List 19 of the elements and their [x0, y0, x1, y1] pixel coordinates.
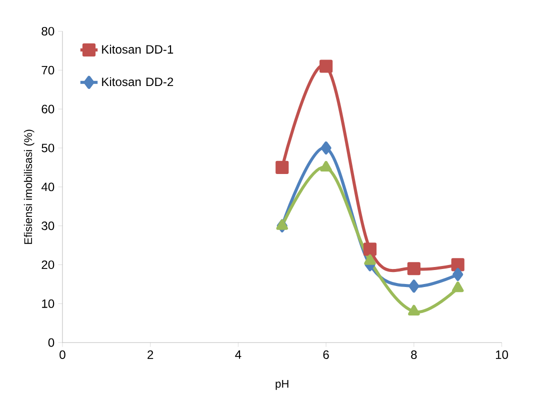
x-tick-label: 4	[235, 350, 242, 359]
x-tick-label: 2	[148, 350, 154, 359]
x-tick-label: 0	[60, 350, 66, 359]
y-tick-label: 60	[42, 104, 54, 114]
y-axis-title: Efisiensi imobilisasi (%)	[24, 130, 34, 244]
x-axis-title: pH	[276, 380, 288, 390]
x-tick-label: 8	[411, 350, 417, 359]
x-tick-label: 6	[323, 350, 329, 359]
y-tick-label: 20	[42, 260, 54, 269]
y-tick-label: 10	[42, 299, 54, 308]
y-tick-label: 40	[41, 182, 54, 192]
legend-label: Kitosan DD-1	[102, 44, 174, 54]
y-tick-label: 0	[48, 338, 54, 347]
legend-label: Kitosan DD-2	[102, 77, 174, 86]
x-tick-label: 10	[496, 350, 508, 359]
y-tick-label: 80	[42, 26, 54, 36]
y-tick-label: 30	[42, 221, 54, 230]
y-tick-label: 50	[42, 144, 54, 152]
y-tick-label: 70	[42, 66, 54, 74]
